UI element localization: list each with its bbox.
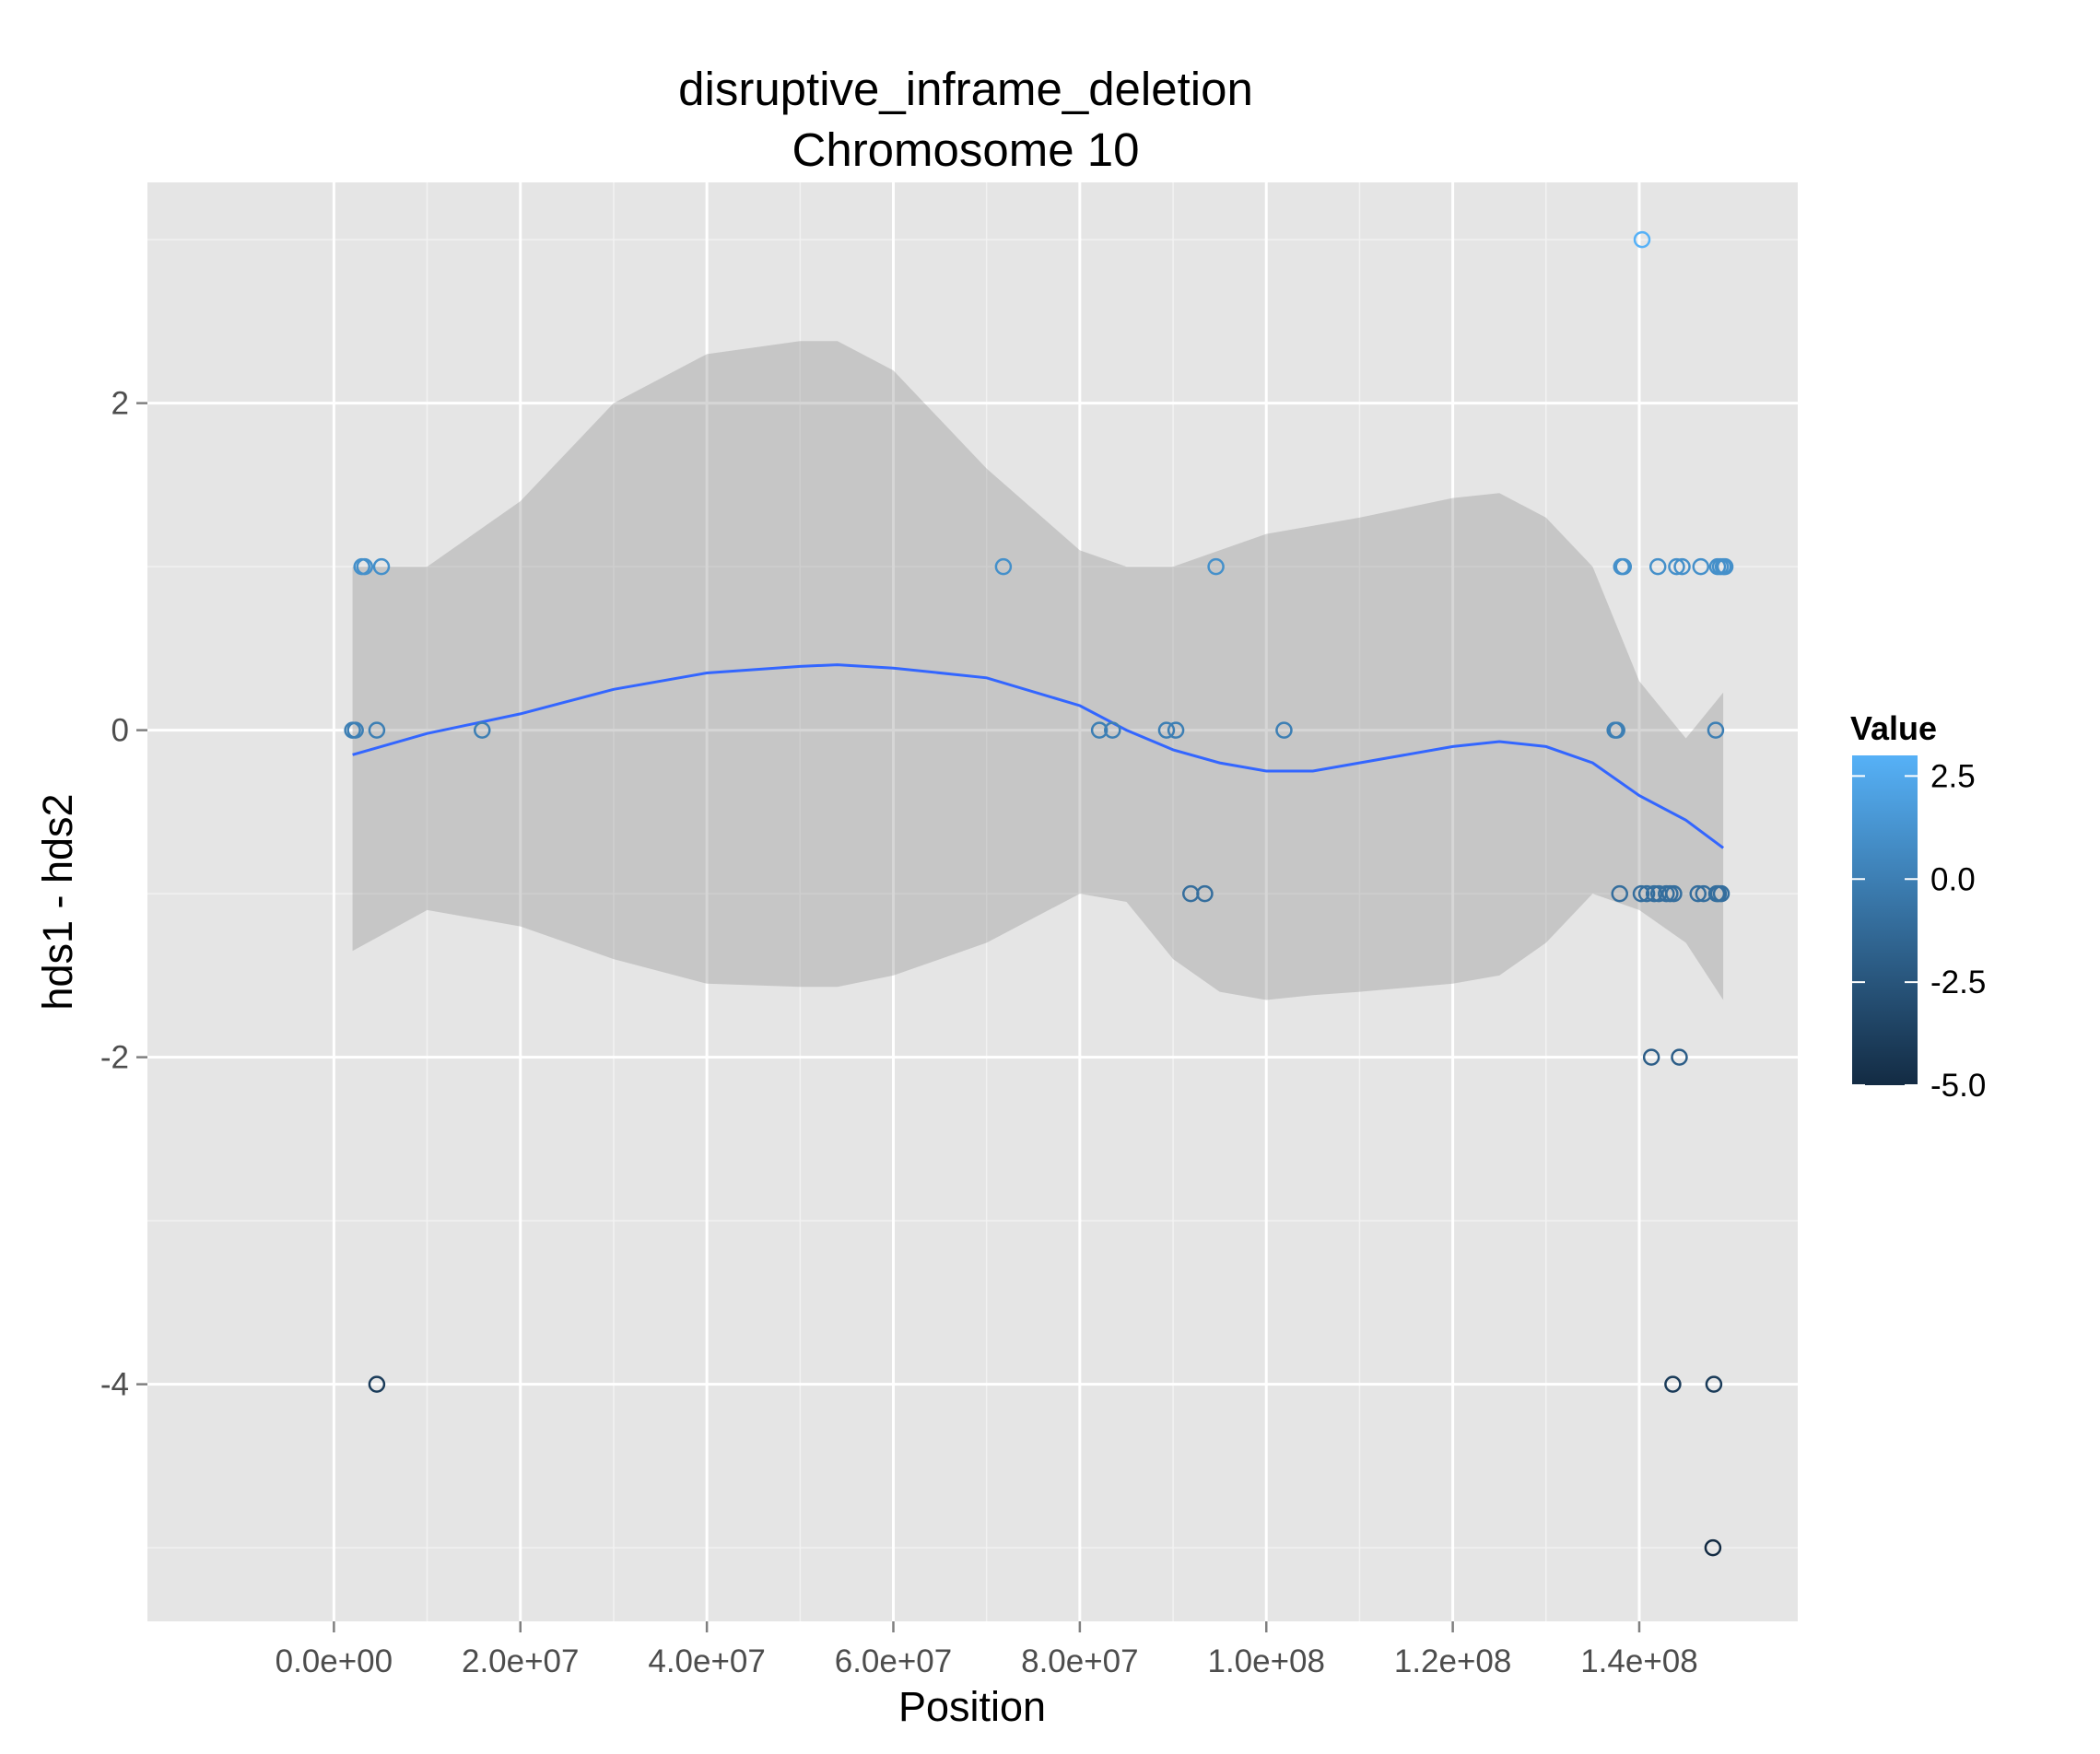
x-tick-label: 1.2e+08: [1394, 1643, 1512, 1679]
data-point: [1689, 884, 1707, 903]
data-point: [1642, 1048, 1660, 1066]
legend-ticks: 2.5 0.0 -2.5 -5.0: [1852, 758, 1986, 1104]
data-point: [1196, 884, 1214, 903]
data-point: [368, 1375, 386, 1393]
data-point: [1157, 721, 1176, 739]
y-axis: -4 -2 0 2: [100, 386, 147, 1403]
x-tick-label: 1.4e+08: [1580, 1643, 1698, 1679]
x-tick-label: 4.0e+07: [648, 1643, 766, 1679]
data-point: [346, 721, 364, 739]
minor-gridlines: [147, 182, 1798, 1621]
y-tick-label: -2: [100, 1040, 129, 1076]
legend-label: 0.0: [1930, 861, 1976, 897]
x-tick-label: 8.0e+07: [1021, 1643, 1139, 1679]
data-point: [1207, 557, 1225, 576]
confidence-band-layer: [352, 341, 1724, 1000]
data-point: [1671, 1048, 1688, 1066]
data-point: [372, 557, 391, 576]
legend-label: -2.5: [1930, 965, 1986, 1000]
major-gridlines: [147, 182, 1798, 1621]
legend-label: 2.5: [1930, 758, 1976, 794]
smooth-line: [352, 663, 1724, 849]
legend-title: Value: [1850, 709, 1937, 747]
y-tick-label: -4: [100, 1367, 129, 1403]
x-tick-label: 2.0e+07: [462, 1643, 580, 1679]
data-point: [1664, 1375, 1682, 1393]
legend-colorbar: [1852, 755, 1918, 1085]
y-axis-title: hds1 - hds2: [34, 793, 81, 1010]
data-point: [1665, 884, 1683, 903]
data-point: [1614, 557, 1633, 576]
x-tick-label: 1.0e+08: [1207, 1643, 1325, 1679]
data-point: [1104, 721, 1121, 739]
data-point: [1705, 1375, 1723, 1393]
data-point: [1611, 884, 1628, 903]
plot-panel: [147, 182, 1798, 1621]
chart-subtitle: Chromosome 10: [792, 123, 1140, 176]
data-point: [1090, 721, 1109, 739]
data-point: [1275, 721, 1293, 739]
data-point: [1704, 1538, 1722, 1557]
data-point: [1637, 884, 1656, 903]
data-point: [1608, 721, 1625, 739]
chart-title: disruptive_inframe_deletion: [678, 63, 1253, 115]
data-point: [1673, 557, 1691, 576]
legend-label: -5.0: [1930, 1068, 1986, 1104]
y-tick-label: 2: [111, 386, 129, 422]
data-point: [1648, 557, 1667, 576]
data-point: [1633, 230, 1651, 249]
data-point: [1668, 557, 1685, 576]
data-point: [368, 721, 386, 739]
data-point: [1716, 557, 1734, 576]
data-point: [1692, 557, 1710, 576]
x-tick-label: 6.0e+07: [835, 1643, 953, 1679]
y-tick-label: 0: [111, 713, 129, 749]
data-point: [356, 557, 374, 576]
x-axis: 0.0e+00 2.0e+07 4.0e+07 6.0e+07 8.0e+07 1.0e+…: [276, 1621, 1698, 1679]
data-point: [474, 721, 491, 739]
legend: Value 2.5 0.0 -2.5 -5.0: [1850, 709, 1986, 1104]
smooth-line-layer: [352, 663, 1724, 849]
point-layer: [344, 230, 1734, 1557]
data-point: [1167, 721, 1185, 739]
data-point: [1712, 884, 1730, 903]
data-point: [994, 557, 1013, 576]
x-axis-title: Position: [898, 1683, 1046, 1730]
x-tick-label: 0.0e+00: [276, 1643, 393, 1679]
confidence-band: [352, 341, 1724, 1000]
data-point: [1707, 721, 1725, 739]
data-point: [1632, 884, 1650, 903]
